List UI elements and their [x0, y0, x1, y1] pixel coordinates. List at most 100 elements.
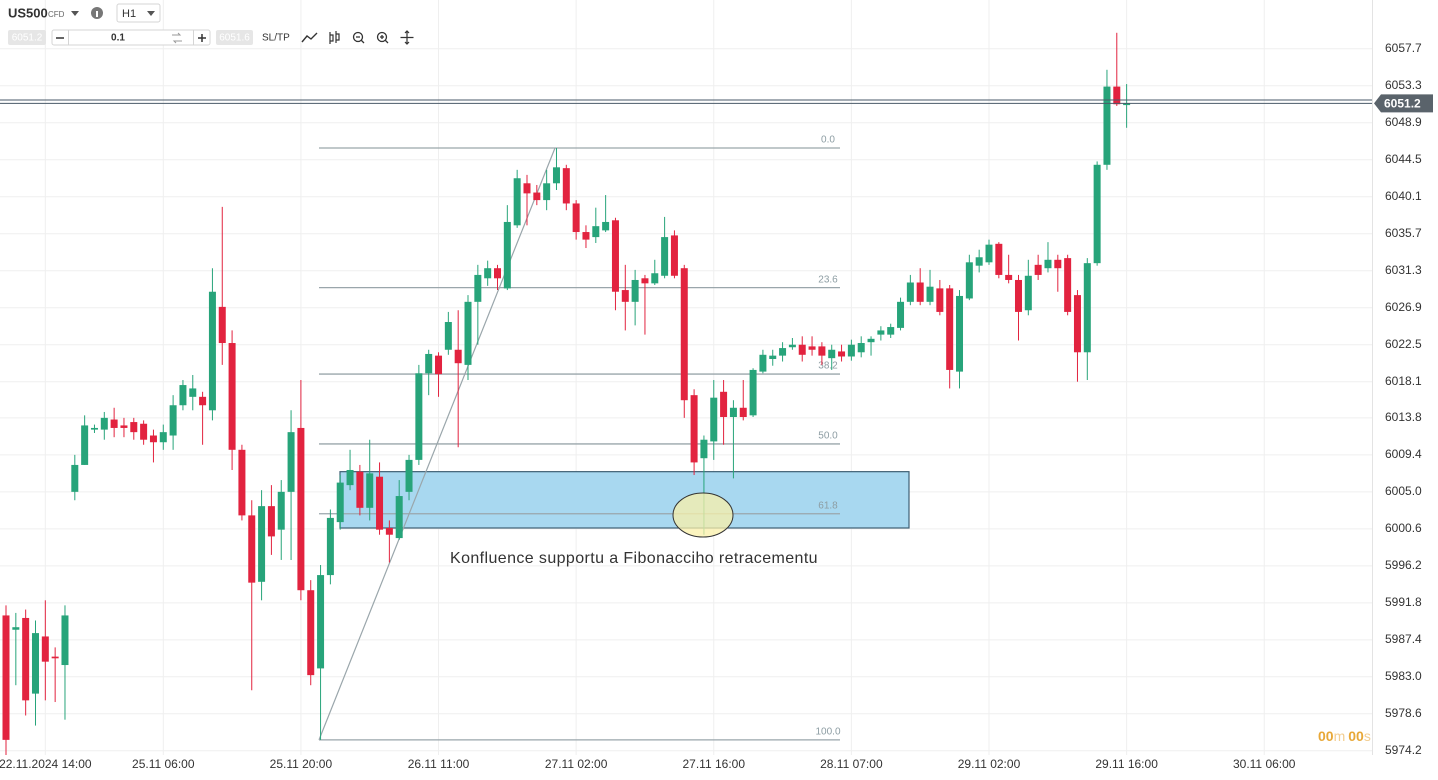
- candle-body: [1103, 86, 1111, 165]
- y-tick-label: 6009.4: [1385, 447, 1422, 461]
- candle-body: [395, 496, 403, 539]
- candle-body: [985, 244, 993, 263]
- candle-body: [385, 527, 393, 535]
- y-tick-label: 5991.8: [1385, 595, 1422, 609]
- y-tick-label: 6000.6: [1385, 521, 1422, 535]
- fib-label: 0.0: [821, 135, 835, 146]
- candle-body: [533, 192, 541, 201]
- candle-body: [808, 346, 816, 350]
- dropdown-arrow: [147, 11, 155, 16]
- candle-body: [366, 473, 374, 508]
- volume-input[interactable]: [51, 29, 211, 46]
- line-chart-icon[interactable]: [301, 32, 318, 43]
- candle-body: [130, 422, 138, 433]
- y-tick-label: 6057.7: [1385, 41, 1422, 55]
- zoom-in-icon-detail: [380, 35, 389, 44]
- fib-trend-line: [318, 147, 556, 741]
- x-tick-label: 27.11 02:00: [545, 757, 608, 771]
- candle-body: [110, 419, 118, 428]
- candle-body: [670, 235, 678, 276]
- x-tick-label: 25.11 06:00: [132, 757, 195, 771]
- buy-button[interactable]: [216, 30, 253, 45]
- candle-icon[interactable]: [329, 31, 340, 44]
- candle-body: [1024, 275, 1032, 311]
- candle-body: [199, 396, 207, 406]
- sell-button[interactable]: [8, 30, 46, 45]
- candle-body: [798, 344, 806, 355]
- sl-tp[interactable]: SL/TP: [262, 33, 290, 44]
- candle-body: [425, 353, 433, 374]
- y-tick-label: 6031.3: [1385, 263, 1422, 277]
- y-tick-label: 6040.1: [1385, 189, 1422, 203]
- candle-body: [1113, 86, 1121, 105]
- zoom-out-icon[interactable]: [352, 31, 364, 43]
- candle-body: [336, 482, 344, 523]
- candle-body: [405, 459, 413, 492]
- candle-body: [248, 515, 256, 583]
- candle-body: [700, 439, 708, 459]
- candle-body: [208, 291, 216, 411]
- candle-body: [769, 355, 777, 360]
- candle-body: [474, 274, 482, 302]
- candle-body: [61, 615, 69, 666]
- candle-body: [41, 636, 49, 662]
- symbol-type: CFD: [48, 10, 65, 19]
- y-tick-label: 6048.9: [1385, 115, 1422, 129]
- candle-body: [218, 306, 226, 344]
- zoom-in-icon[interactable]: [376, 31, 388, 43]
- y-tick-label: 6026.9: [1385, 300, 1422, 314]
- y-tick-label: 5974.2: [1385, 743, 1422, 757]
- candle-body: [169, 405, 177, 436]
- pan-icon[interactable]: [400, 30, 414, 45]
- axis-background: [1372, 0, 1438, 780]
- candle-body: [897, 301, 905, 328]
- toolbar: US500 CFD H1 6051.2 0.1 6051.6 SL/TP: [8, 3, 414, 46]
- candle-body: [621, 290, 629, 302]
- candle-body: [877, 330, 885, 335]
- candle-body: [120, 425, 128, 428]
- candle-body: [51, 656, 59, 659]
- candle-body: [847, 344, 855, 357]
- volume: 0.1: [111, 33, 125, 44]
- candle-body: [710, 397, 718, 442]
- candle-body: [297, 427, 305, 591]
- candle-body: [326, 517, 334, 576]
- candle-body: [1044, 259, 1052, 269]
- candle-body: [788, 344, 796, 348]
- candle-body: [641, 278, 649, 284]
- candle-body: [1093, 164, 1101, 264]
- fib-label: 38.2: [818, 361, 838, 372]
- candle-body: [484, 268, 492, 279]
- symbol[interactable]: US500: [8, 5, 48, 20]
- x-tick-label: 30.11 06:00: [1233, 757, 1296, 771]
- y-tick-label: 6022.5: [1385, 337, 1422, 351]
- candles-layer: [2, 32, 1131, 755]
- info-icon-bar: [96, 11, 98, 17]
- candle-body: [12, 627, 20, 630]
- candle-body: [552, 167, 560, 184]
- swap-icon[interactable]: [172, 32, 182, 44]
- candle-body: [739, 407, 747, 418]
- candle-body: [887, 327, 895, 335]
- candle-body: [71, 464, 79, 492]
- candle-body: [1034, 264, 1042, 275]
- timeframe-select[interactable]: [116, 3, 161, 23]
- price-tag-label: 6051.2: [1384, 97, 1421, 111]
- candle-body: [592, 226, 600, 238]
- candle-body: [582, 232, 590, 240]
- plus-icon[interactable]: [198, 34, 206, 42]
- candle-body: [926, 286, 934, 302]
- candle-body: [287, 432, 295, 492]
- dropdown-arrow[interactable]: [71, 11, 79, 16]
- y-tick-label: 6053.3: [1385, 78, 1422, 92]
- candle-body: [100, 417, 108, 430]
- candle-body: [90, 427, 98, 430]
- timeframe: H1: [122, 8, 136, 20]
- candle-body: [444, 322, 452, 350]
- buy-price: 6051.6: [219, 33, 250, 44]
- candle-body: [454, 349, 462, 364]
- candle-body: [503, 221, 511, 289]
- fib-label: 23.6: [818, 274, 838, 285]
- candle-body: [572, 203, 580, 233]
- candle-body: [543, 183, 551, 201]
